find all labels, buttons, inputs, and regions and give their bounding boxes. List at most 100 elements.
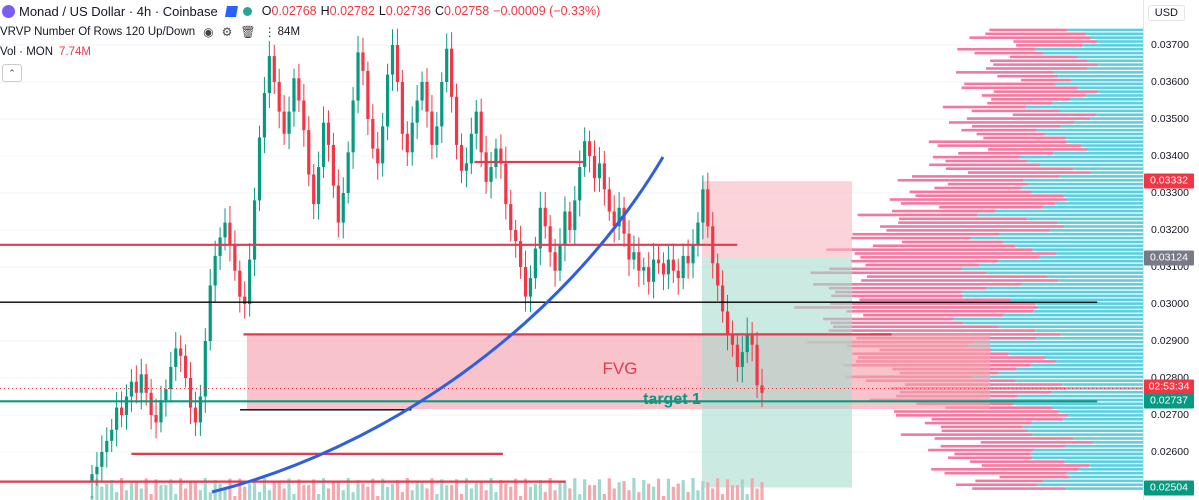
volume-bar [489,478,493,500]
profile-row-up [1013,402,1143,406]
currency-button[interactable]: USD [1147,5,1185,21]
profile-row-up [1008,352,1143,356]
volume-bar [622,481,626,500]
price-axis[interactable] [1143,0,1199,500]
volume-bar [302,485,306,500]
profile-row-up [1032,456,1143,460]
volume-bar [583,479,587,500]
y-tick-label: 0.03400 [1151,150,1189,162]
profile-row-down [865,263,980,267]
profile-row-up [1071,78,1143,82]
volume-bar [287,478,291,500]
profile-row-up [1060,333,1143,336]
candle-body [139,374,143,393]
profile-row-down [889,198,1068,201]
volume-bar [459,494,464,500]
vrvp-legend[interactable]: VRVP Number Of Rows 120 Up/Down ◉ ⚙ 🗑 ⋮ … [0,23,301,41]
candle-body [543,207,547,227]
candle-body [159,400,163,423]
profile-row-up [1066,487,1143,490]
profile-row-down [944,471,1067,475]
profile-row-down [940,444,1066,448]
more-icon[interactable]: ⋮ [263,25,276,39]
candle-body [228,222,232,245]
volume-bar [740,479,744,500]
profile-row-up [1059,410,1143,413]
candle-body [124,396,129,415]
blue-curve-drawing[interactable] [211,156,665,494]
candle-body [553,252,557,271]
volume-bar [730,485,735,500]
y-tick-label: 0.03600 [1151,76,1189,88]
candle-body [134,381,138,393]
zone-short-reward [702,258,852,488]
candle-body [208,285,212,341]
candle-body [681,255,685,279]
volume-bar [159,485,163,500]
profile-row-up [1043,205,1143,209]
settings-icon[interactable]: ⚙ [221,25,233,39]
volume-bar [164,485,168,500]
volume-bar [292,494,296,500]
candle-body [218,237,222,256]
horizontal-lines[interactable] [0,160,1143,483]
candle-body [720,285,725,312]
volume-bar [627,490,631,500]
candle-body [533,248,537,279]
profile-row-up [1089,464,1143,467]
profile-row-down [986,67,1088,70]
candle-body [198,396,202,423]
profile-row-up [1040,163,1143,167]
profile-row-down [860,256,1040,259]
volume-bar [193,481,198,500]
symbol-title[interactable]: Monad / US Dollar · 4h · Coinbase [19,3,218,19]
eye-icon[interactable]: ◉ [203,25,214,39]
volume-bar [450,485,454,500]
candle-body [760,385,764,393]
volume-bar [745,493,749,500]
profile-row-down [966,117,1091,120]
profile-row-down [990,59,1088,63]
volume-bar [415,481,419,500]
volume-bar [681,480,685,500]
candle-body [696,222,700,245]
profile-row-up [1036,128,1143,132]
volume-bar [248,483,252,500]
profile-row-down [900,433,1033,436]
profile-row-down [810,271,987,275]
profile-row-up [1056,252,1143,255]
candle-body [607,189,611,212]
trash-icon[interactable]: 🗑 [240,25,256,39]
profile-row-down [934,186,1022,190]
y-tick-label: 0.03500 [1151,113,1189,125]
drawing-zones[interactable] [247,181,990,488]
profile-row-down [993,63,1099,66]
y-tick-label: 0.02700 [1151,409,1189,421]
collapse-legend-button[interactable]: ⌃ [2,64,22,82]
y-tick-label: 0.03700 [1151,39,1189,51]
profile-row-up [1055,82,1143,86]
volume-legend[interactable]: Vol · MON 7.74M [0,44,91,60]
profile-row-up [1030,363,1143,367]
profile-row-up [960,290,1143,294]
profile-row-up [1028,429,1143,433]
profile-row-down [931,468,1079,471]
candle-body [573,200,577,230]
profile-row-down [974,51,1044,55]
candle-body [203,341,207,397]
candle-body [302,100,306,131]
volume-bar [149,494,153,500]
candle-body [193,407,198,423]
profile-row-down [854,252,1057,255]
profile-row-down [981,94,1086,97]
volume-bar [548,478,552,500]
profile-row-down [988,148,1088,151]
volume-bar [405,478,409,500]
profile-row-down [932,155,1020,159]
candle-body [440,82,444,127]
candle-body [149,392,153,415]
candle-body [504,163,508,205]
market-open-icon [242,6,252,16]
profile-row-up [1034,47,1143,51]
